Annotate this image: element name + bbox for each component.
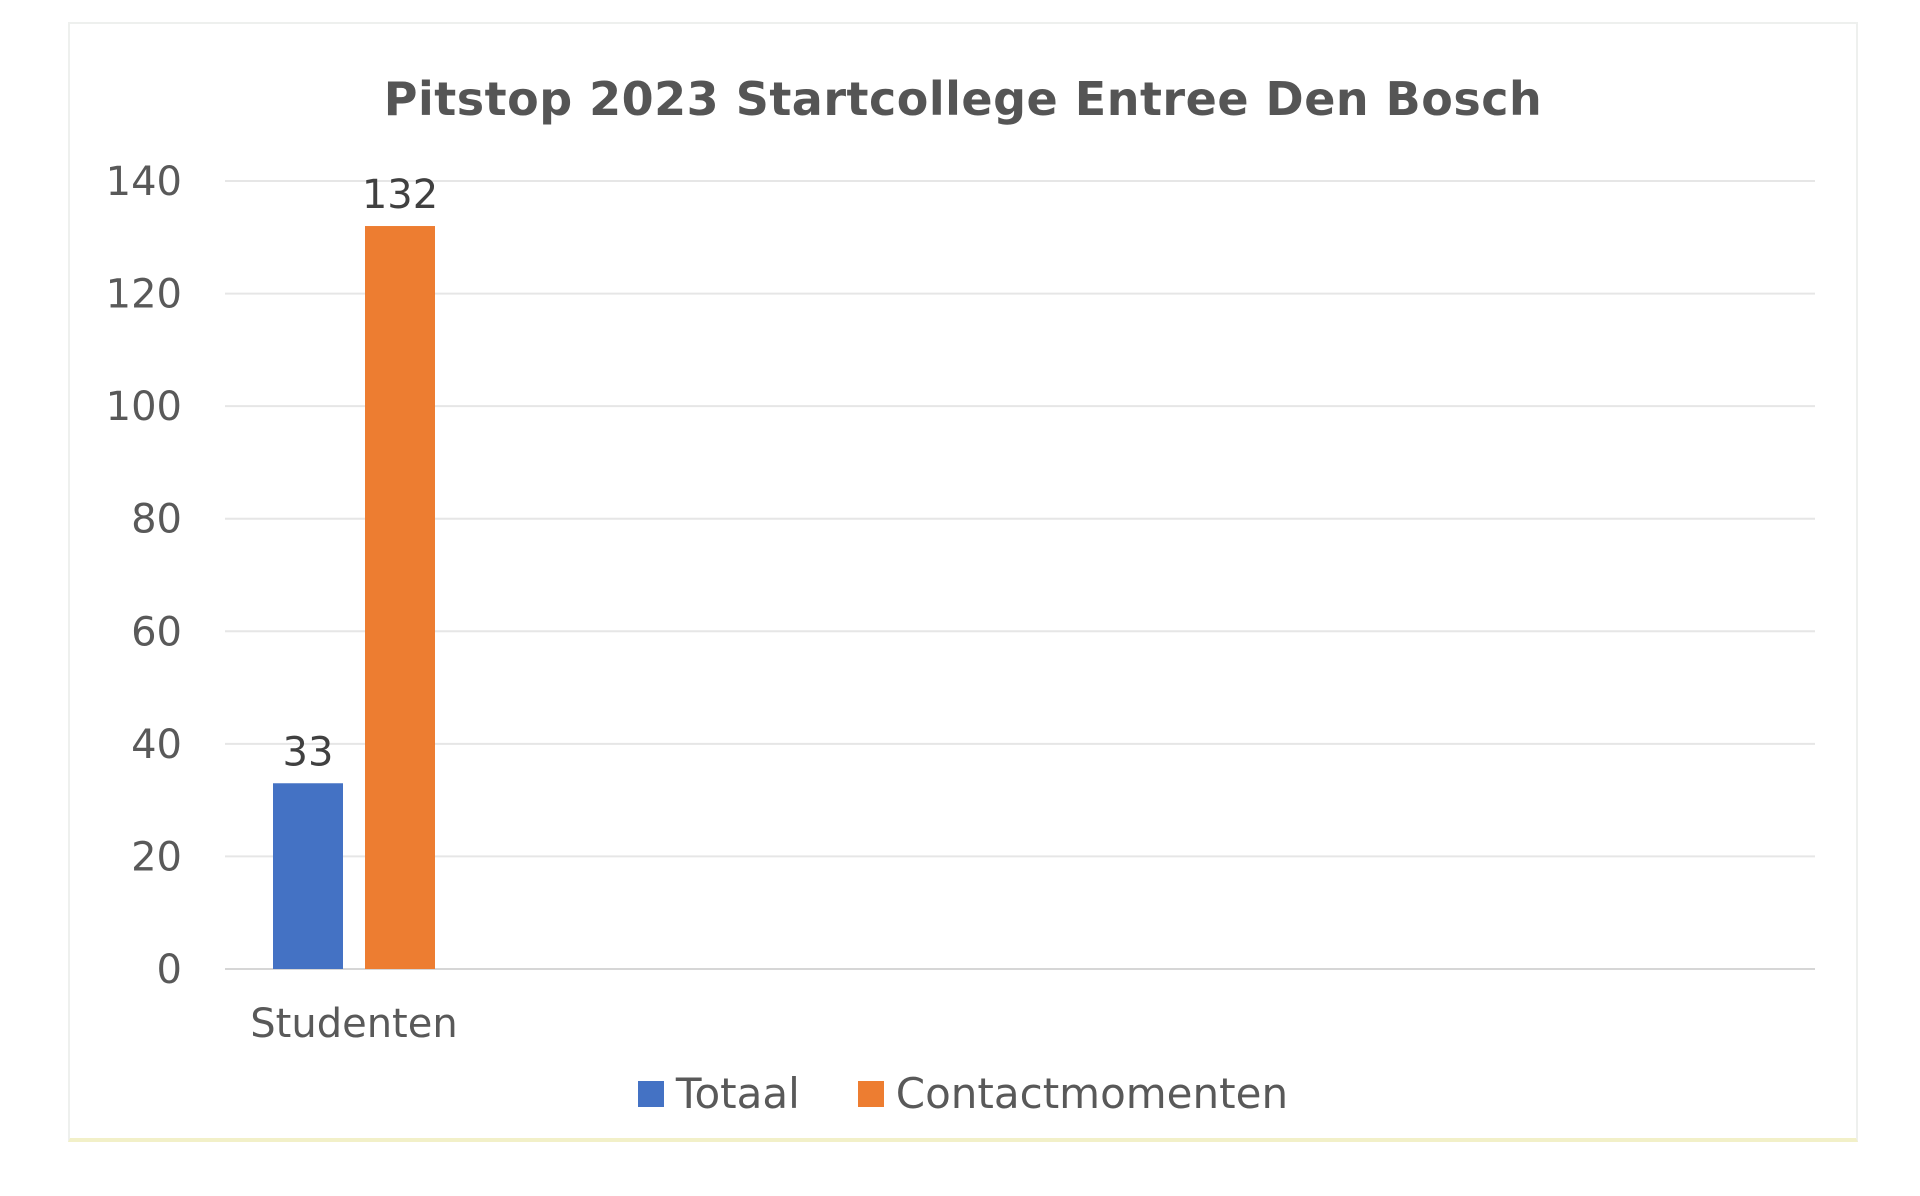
- data-label-totaal: 33: [283, 729, 334, 775]
- y-tick-label: 60: [131, 609, 182, 655]
- y-tick-label: 0: [157, 947, 182, 993]
- chart-card: Pitstop 2023 Startcollege Entree Den Bos…: [68, 22, 1858, 1142]
- chart-title: Pitstop 2023 Startcollege Entree Den Bos…: [383, 72, 1543, 126]
- y-tick-label: 140: [106, 159, 182, 205]
- legend-label: Contactmomenten: [895, 1069, 1289, 1118]
- chart-legend: Totaal Contactmomenten: [70, 1069, 1856, 1118]
- x-category-label: Studenten: [250, 1001, 457, 1047]
- bar-contactmomenten: [365, 226, 435, 969]
- legend-swatch: [637, 1080, 664, 1107]
- legend-item-contactmomenten: Contactmomenten: [857, 1069, 1289, 1118]
- bar-totaal: [273, 783, 343, 969]
- legend-label: Totaal: [675, 1069, 800, 1118]
- y-tick-label: 80: [131, 497, 182, 543]
- y-tick-label: 120: [106, 272, 182, 318]
- y-tick-label: 100: [106, 384, 182, 430]
- y-tick-label: 20: [131, 834, 182, 880]
- chart-plot: 0 20 40 60 80 100 120 140 33 132 Studenten: [106, 159, 1815, 1047]
- legend-item-totaal: Totaal: [637, 1069, 800, 1118]
- legend-swatch: [857, 1080, 884, 1107]
- y-tick-label: 40: [131, 722, 182, 768]
- data-label-contactmomenten: 132: [362, 172, 438, 218]
